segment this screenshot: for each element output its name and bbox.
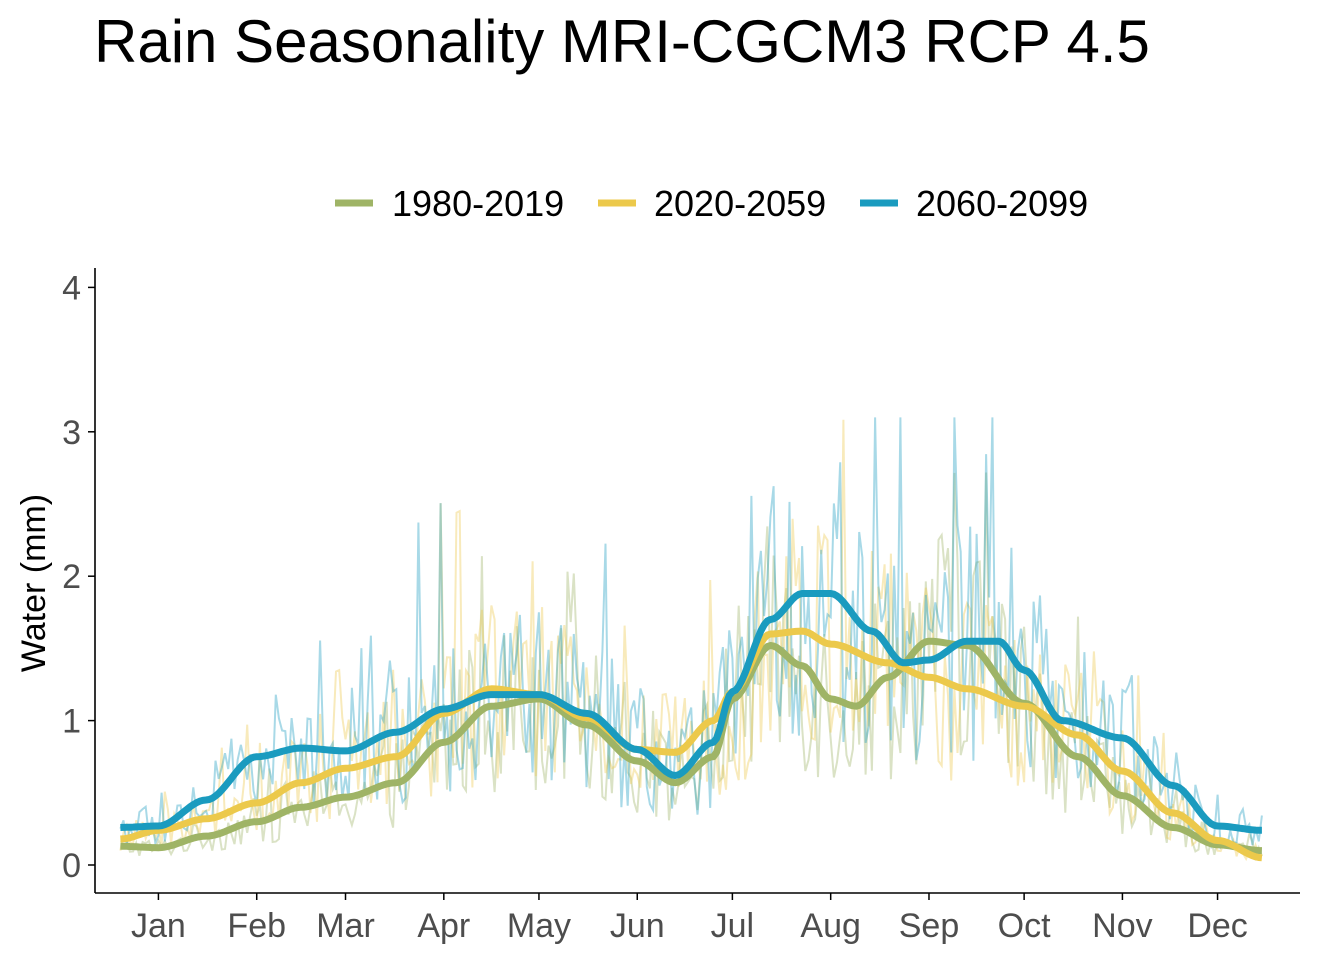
y-tick-label: 0	[62, 847, 81, 885]
x-tick-label: Jan	[131, 907, 186, 945]
y-tick-label: 4	[62, 269, 81, 307]
x-tick-label: May	[507, 907, 571, 945]
x-tick-label: Nov	[1092, 907, 1152, 945]
y-axis-ticks: 0 1 2 3 4	[62, 269, 95, 885]
legend-label-2060-2099: 2060-2099	[916, 183, 1088, 224]
daily-line-1980-2019	[120, 472, 1263, 862]
daily-series-layer	[119, 417, 1263, 862]
chart-title: Rain Seasonality MRI-CGCM3 RCP 4.5	[94, 8, 1150, 75]
legend-label-2020-2059: 2020-2059	[654, 183, 826, 224]
y-tick-label: 1	[62, 703, 81, 741]
legend: 1980-2019 2020-2059 2060-2099	[335, 183, 1088, 224]
x-tick-label: Aug	[800, 907, 861, 945]
x-tick-label: Apr	[417, 907, 470, 945]
x-tick-label: Dec	[1187, 907, 1247, 945]
x-tick-label: Oct	[998, 907, 1051, 945]
daily-line-2020-2059	[119, 419, 1263, 862]
x-tick-label: Jul	[711, 907, 754, 945]
y-tick-label: 3	[62, 414, 81, 452]
smoothed-line-2020-2059	[120, 627, 1263, 862]
y-axis-title: Water (mm)	[15, 494, 53, 672]
x-axis-ticks: Jan Feb Mar Apr May Jun Jul Aug Sep Oct Nov Dec	[131, 893, 1248, 945]
x-tick-label: Jun	[610, 907, 665, 945]
legend-label-1980-2019: 1980-2019	[392, 183, 564, 224]
smoothed-line-1980-2019	[120, 637, 1263, 855]
x-tick-label: Mar	[316, 907, 375, 945]
y-tick-label: 2	[62, 558, 81, 596]
x-tick-label: Sep	[899, 907, 960, 945]
smoothed-line-2060-2099	[120, 590, 1263, 834]
smoothed-series-layer	[120, 590, 1263, 862]
x-tick-label: Feb	[227, 907, 286, 945]
